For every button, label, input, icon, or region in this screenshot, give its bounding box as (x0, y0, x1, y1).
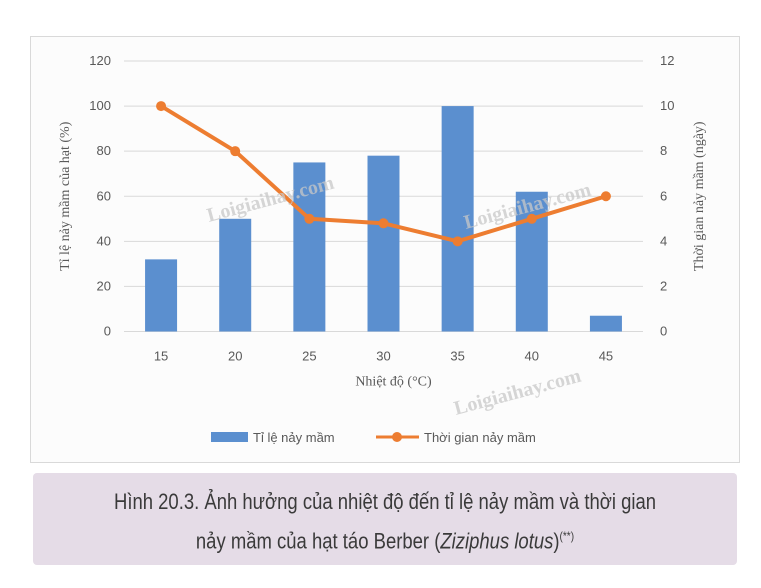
bar-15 (145, 259, 178, 332)
y-right-tick-label: 4 (660, 233, 667, 248)
footnote-mark: (**) (559, 529, 575, 543)
y-left-axis-label: Tỉ lệ nảy mầm của hạt (%) (58, 121, 73, 271)
y-left-tick-label: 80 (97, 143, 111, 158)
y-right-tick-label: 10 (660, 98, 674, 113)
line-point-30 (378, 218, 389, 229)
line-point-20 (230, 146, 241, 157)
line-point-40 (526, 213, 537, 224)
caption-text: ) (553, 528, 560, 554)
caption-line-2: nảy mầm của hạt táo Berber (Ziziphus lot… (89, 519, 680, 558)
caption-line-1: Hình 20.3. Ảnh hưởng của nhiệt độ đến tỉ… (113, 489, 657, 514)
x-tick-label: 25 (302, 349, 316, 364)
x-tick-label: 35 (450, 349, 464, 364)
y-left-tick-label: 40 (97, 233, 111, 248)
y-right-axis-label: Thời gian nảy mầm (ngày) (692, 121, 707, 271)
bar-25 (293, 162, 326, 332)
y-left-tick-label: 20 (97, 278, 111, 293)
legend-label-bars: Tỉ lệ nảy mầm (253, 430, 335, 445)
x-tick-label: 15 (154, 349, 168, 364)
y-left-tick-label: 0 (104, 324, 111, 339)
bar-30 (367, 155, 400, 332)
y-left-tick-label: 60 (97, 188, 111, 203)
watermark: Loigiaihay.com (452, 365, 584, 420)
chart-frame: 0 20 40 60 80 100 120 0 2 4 6 8 10 12 15 20 25 30 35 40 45 Lo… (30, 36, 740, 463)
y-left-tick-label: 120 (89, 53, 111, 68)
species-name: Ziziphus lotus (440, 528, 554, 554)
bar-35 (441, 106, 474, 332)
line-point-25 (304, 213, 315, 224)
y-right-tick-label: 8 (660, 143, 667, 158)
x-tick-label: 40 (525, 349, 539, 364)
line-point-15 (156, 101, 167, 112)
y-right-tick-label: 12 (660, 53, 674, 68)
bar-20 (219, 218, 252, 332)
x-tick-label: 20 (228, 349, 242, 364)
line-point-45 (600, 191, 611, 202)
y-right-tick-label: 0 (660, 324, 667, 339)
x-axis-label: Nhiệt độ (°C) (355, 375, 432, 390)
legend-bar-swatch (211, 432, 248, 442)
y-left-tick-label: 100 (89, 98, 111, 113)
legend-line-marker (392, 432, 402, 442)
x-tick-label: 45 (599, 349, 613, 364)
figure-caption: Hình 20.3. Ảnh hưởng của nhiệt độ đến tỉ… (33, 473, 737, 565)
y-right-tick-label: 6 (660, 188, 667, 203)
legend-label-line: Thời gian nảy mầm (424, 430, 536, 445)
caption-text: nảy mầm của hạt táo Berber ( (195, 528, 441, 554)
y-right-tick-label: 2 (660, 278, 667, 293)
bar-45 (589, 315, 622, 332)
line-point-35 (452, 236, 463, 247)
chart: 0 20 40 60 80 100 120 0 2 4 6 8 10 12 15 20 25 30 35 40 45 Lo… (58, 53, 707, 445)
x-tick-label: 30 (376, 349, 390, 364)
